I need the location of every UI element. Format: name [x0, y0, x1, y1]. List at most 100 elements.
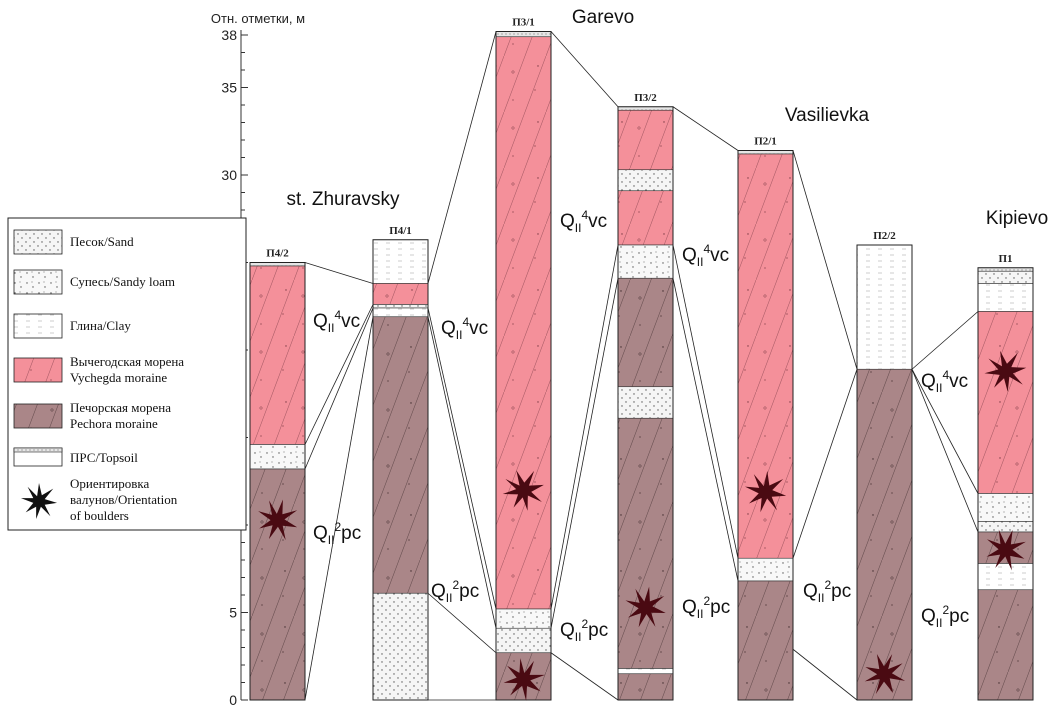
site-name: st. Zhuravsky [287, 189, 400, 210]
correlation-line [550, 31, 619, 108]
legend-swatch-band [13, 447, 63, 453]
column-outline [737, 150, 794, 701]
legend-swatch [13, 313, 63, 339]
borehole-column: П2/2 [856, 230, 913, 701]
layer-clay [617, 668, 674, 675]
layer-pechora [977, 589, 1034, 701]
layer-vychegda [977, 311, 1034, 494]
column-id-label: П4/1 [389, 225, 412, 237]
layer-sandy-loam [617, 244, 674, 279]
borehole-column: П4/1 [372, 225, 429, 701]
layer-sand [495, 627, 552, 654]
layer-sandy-loam [977, 493, 1034, 522]
stratigraphic-unit-label: QII2pc [682, 594, 730, 621]
layer-vychegda [617, 190, 674, 246]
legend-label: Vychegda moraine [70, 370, 167, 385]
layer-pechora [249, 468, 306, 701]
column-id-label: П3/2 [634, 92, 657, 104]
correlation-line [911, 369, 979, 533]
layer-sand [372, 592, 429, 701]
column-outline [249, 262, 306, 701]
stratigraphic-unit-label: QII2pc [313, 520, 361, 547]
legend-swatch [13, 229, 63, 255]
correlation-line [792, 150, 858, 370]
stratigraphic-unit-label: QII4vc [313, 308, 360, 335]
stratigraphic-unit-label: QII2pc [560, 617, 608, 644]
layer-sandy-loam [495, 608, 552, 629]
layer-pechora [737, 580, 794, 701]
correlation-line [304, 307, 374, 470]
layer-vychegda [617, 109, 674, 171]
site-name: Garevo [572, 7, 634, 28]
borehole-column: П3/2 [617, 92, 674, 701]
y-axis-title: Отн. отметки, м [211, 11, 305, 26]
layer-sand [977, 521, 1034, 533]
layer-pechora [617, 673, 674, 701]
correlation-lines [304, 31, 979, 701]
legend-label: валунов/Orientation [70, 492, 178, 507]
layer-sandy-loam [737, 557, 794, 582]
layer-topsoil [737, 150, 794, 155]
correlation-line [550, 652, 619, 701]
column-outline [617, 106, 674, 701]
correlation-line [304, 304, 374, 445]
stratigraphic-unit-label: QII4vc [560, 208, 607, 235]
layer-sandy-loam [249, 444, 306, 470]
correlation-line [672, 244, 739, 559]
layer-vychegda [249, 265, 306, 445]
borehole-column: П4/2 [249, 248, 306, 701]
layer-clay [856, 244, 913, 370]
layer-sand [372, 304, 429, 309]
legend-label: Песок/Sand [70, 234, 134, 249]
legend-swatch [13, 403, 63, 429]
layer-pechora [617, 277, 674, 388]
y-tick-label: 5 [229, 605, 237, 621]
layer-pechora [856, 368, 913, 701]
stratigraphic-unit-label: QII4vc [921, 368, 968, 395]
column-outline [977, 267, 1034, 701]
layer-clay [977, 283, 1034, 312]
legend-swatch [13, 357, 63, 383]
legend-label: of boulders [70, 508, 129, 523]
stratigraphic-unit-label: QII2pc [921, 603, 969, 630]
borehole-column: П3/1 [495, 17, 552, 701]
legend-item-sand: Песок/Sand [13, 229, 134, 255]
legend-item-clay: Глина/Clay [13, 313, 131, 339]
legend-label: Печорская морена [70, 400, 171, 415]
column-outline [372, 239, 429, 701]
layer-sand [617, 386, 674, 419]
legend-item-topsoil: ПРС/Topsoil [13, 447, 138, 467]
column-id-label: П4/2 [266, 248, 289, 260]
column-id-label: П2/2 [873, 230, 896, 242]
layer-topsoil [617, 106, 674, 111]
correlation-line [672, 278, 739, 582]
y-tick-label: 30 [221, 167, 237, 183]
legend-swatch [13, 269, 63, 295]
layer-vychegda [372, 283, 429, 305]
correlation-line [792, 369, 858, 559]
correlation-line [427, 31, 497, 284]
legend-label: Ориентировка [70, 476, 149, 491]
layer-topsoil [977, 267, 1034, 272]
legend-label: Вычегодская морена [70, 354, 184, 369]
layer-pechora [617, 417, 674, 669]
column-outline [856, 244, 913, 701]
correlation-line [550, 278, 619, 629]
column-id-label: П3/1 [512, 17, 535, 29]
y-tick-label: 0 [229, 692, 237, 705]
borehole-column: П1 [977, 253, 1034, 701]
layer-sand [977, 270, 1034, 284]
correlation-line [304, 316, 374, 701]
layer-pechora [372, 316, 429, 594]
stratigraphic-unit-label: QII2pc [431, 578, 479, 605]
correlation-line [792, 648, 858, 701]
correlation-line [427, 316, 497, 629]
unit-labels: QII4vc QII2pc QII4vc QII2pc QII4vc QII2pc QII4… [313, 208, 969, 644]
stratigraphic-unit-label: QII4vc [682, 242, 729, 269]
borehole-column: П2/1 [737, 136, 794, 701]
y-tick-label: 35 [221, 80, 237, 96]
